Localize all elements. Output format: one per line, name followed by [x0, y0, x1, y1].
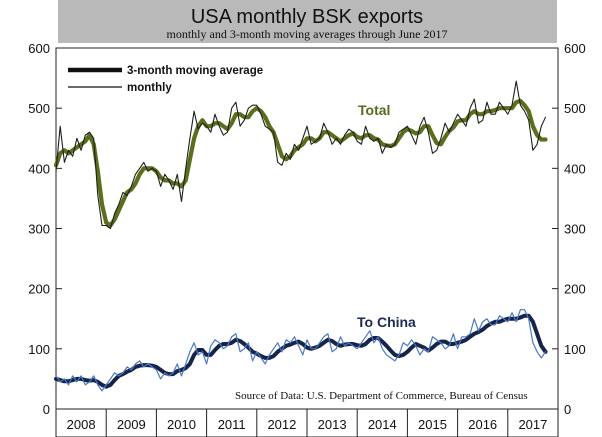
- x-tick-label: 2016: [468, 417, 497, 432]
- chart-subtitle: monthly and 3-month moving averages thro…: [167, 27, 448, 41]
- source-note: Source of Data: U.S. Department of Comme…: [235, 390, 528, 402]
- series-total-monthly: [55, 80, 547, 230]
- y-tick-label-right: 600: [564, 41, 586, 56]
- chart-title: USA monthly BSK exports: [191, 6, 423, 28]
- series-china-monthly: [55, 309, 547, 392]
- y-tick-label-left: 400: [28, 161, 50, 176]
- y-tick-label-left: 300: [28, 222, 50, 237]
- legend-label-monthly: monthly: [127, 82, 172, 94]
- x-tick-label: 2008: [67, 417, 96, 432]
- series-china-avg: [54, 313, 548, 389]
- y-tick-label-left: 600: [28, 41, 50, 56]
- x-tick-label: 2011: [218, 417, 246, 432]
- y-tick-label-left: 0: [43, 402, 50, 417]
- y-tick-label-right: 400: [564, 161, 586, 176]
- y-tick-label-left: 500: [28, 101, 50, 116]
- y-tick-label-right: 200: [564, 282, 586, 297]
- x-tick-label: 2014: [368, 417, 397, 432]
- series-label-total: Total: [358, 102, 390, 118]
- y-tick-label-right: 0: [564, 402, 571, 417]
- x-tick-label: 2015: [418, 417, 447, 432]
- plot-area-border: [55, 47, 559, 410]
- legend-label-avg: 3-month moving average: [127, 65, 263, 77]
- series-label-china: To China: [357, 314, 416, 330]
- y-tick-label-right: 500: [564, 101, 586, 116]
- x-tick-label: 2012: [267, 417, 296, 432]
- x-tick-label: 2017: [518, 417, 547, 432]
- series-total-avg: [53, 98, 548, 228]
- x-tick-label: 2009: [117, 417, 146, 432]
- x-tick-label: 2010: [167, 417, 196, 432]
- y-tick-label-left: 200: [28, 282, 50, 297]
- title-bar: [58, 0, 557, 43]
- x-tick-label: 2013: [318, 417, 347, 432]
- y-tick-label-right: 100: [564, 342, 586, 357]
- y-tick-label-left: 100: [28, 342, 50, 357]
- y-tick-label-right: 300: [564, 222, 586, 237]
